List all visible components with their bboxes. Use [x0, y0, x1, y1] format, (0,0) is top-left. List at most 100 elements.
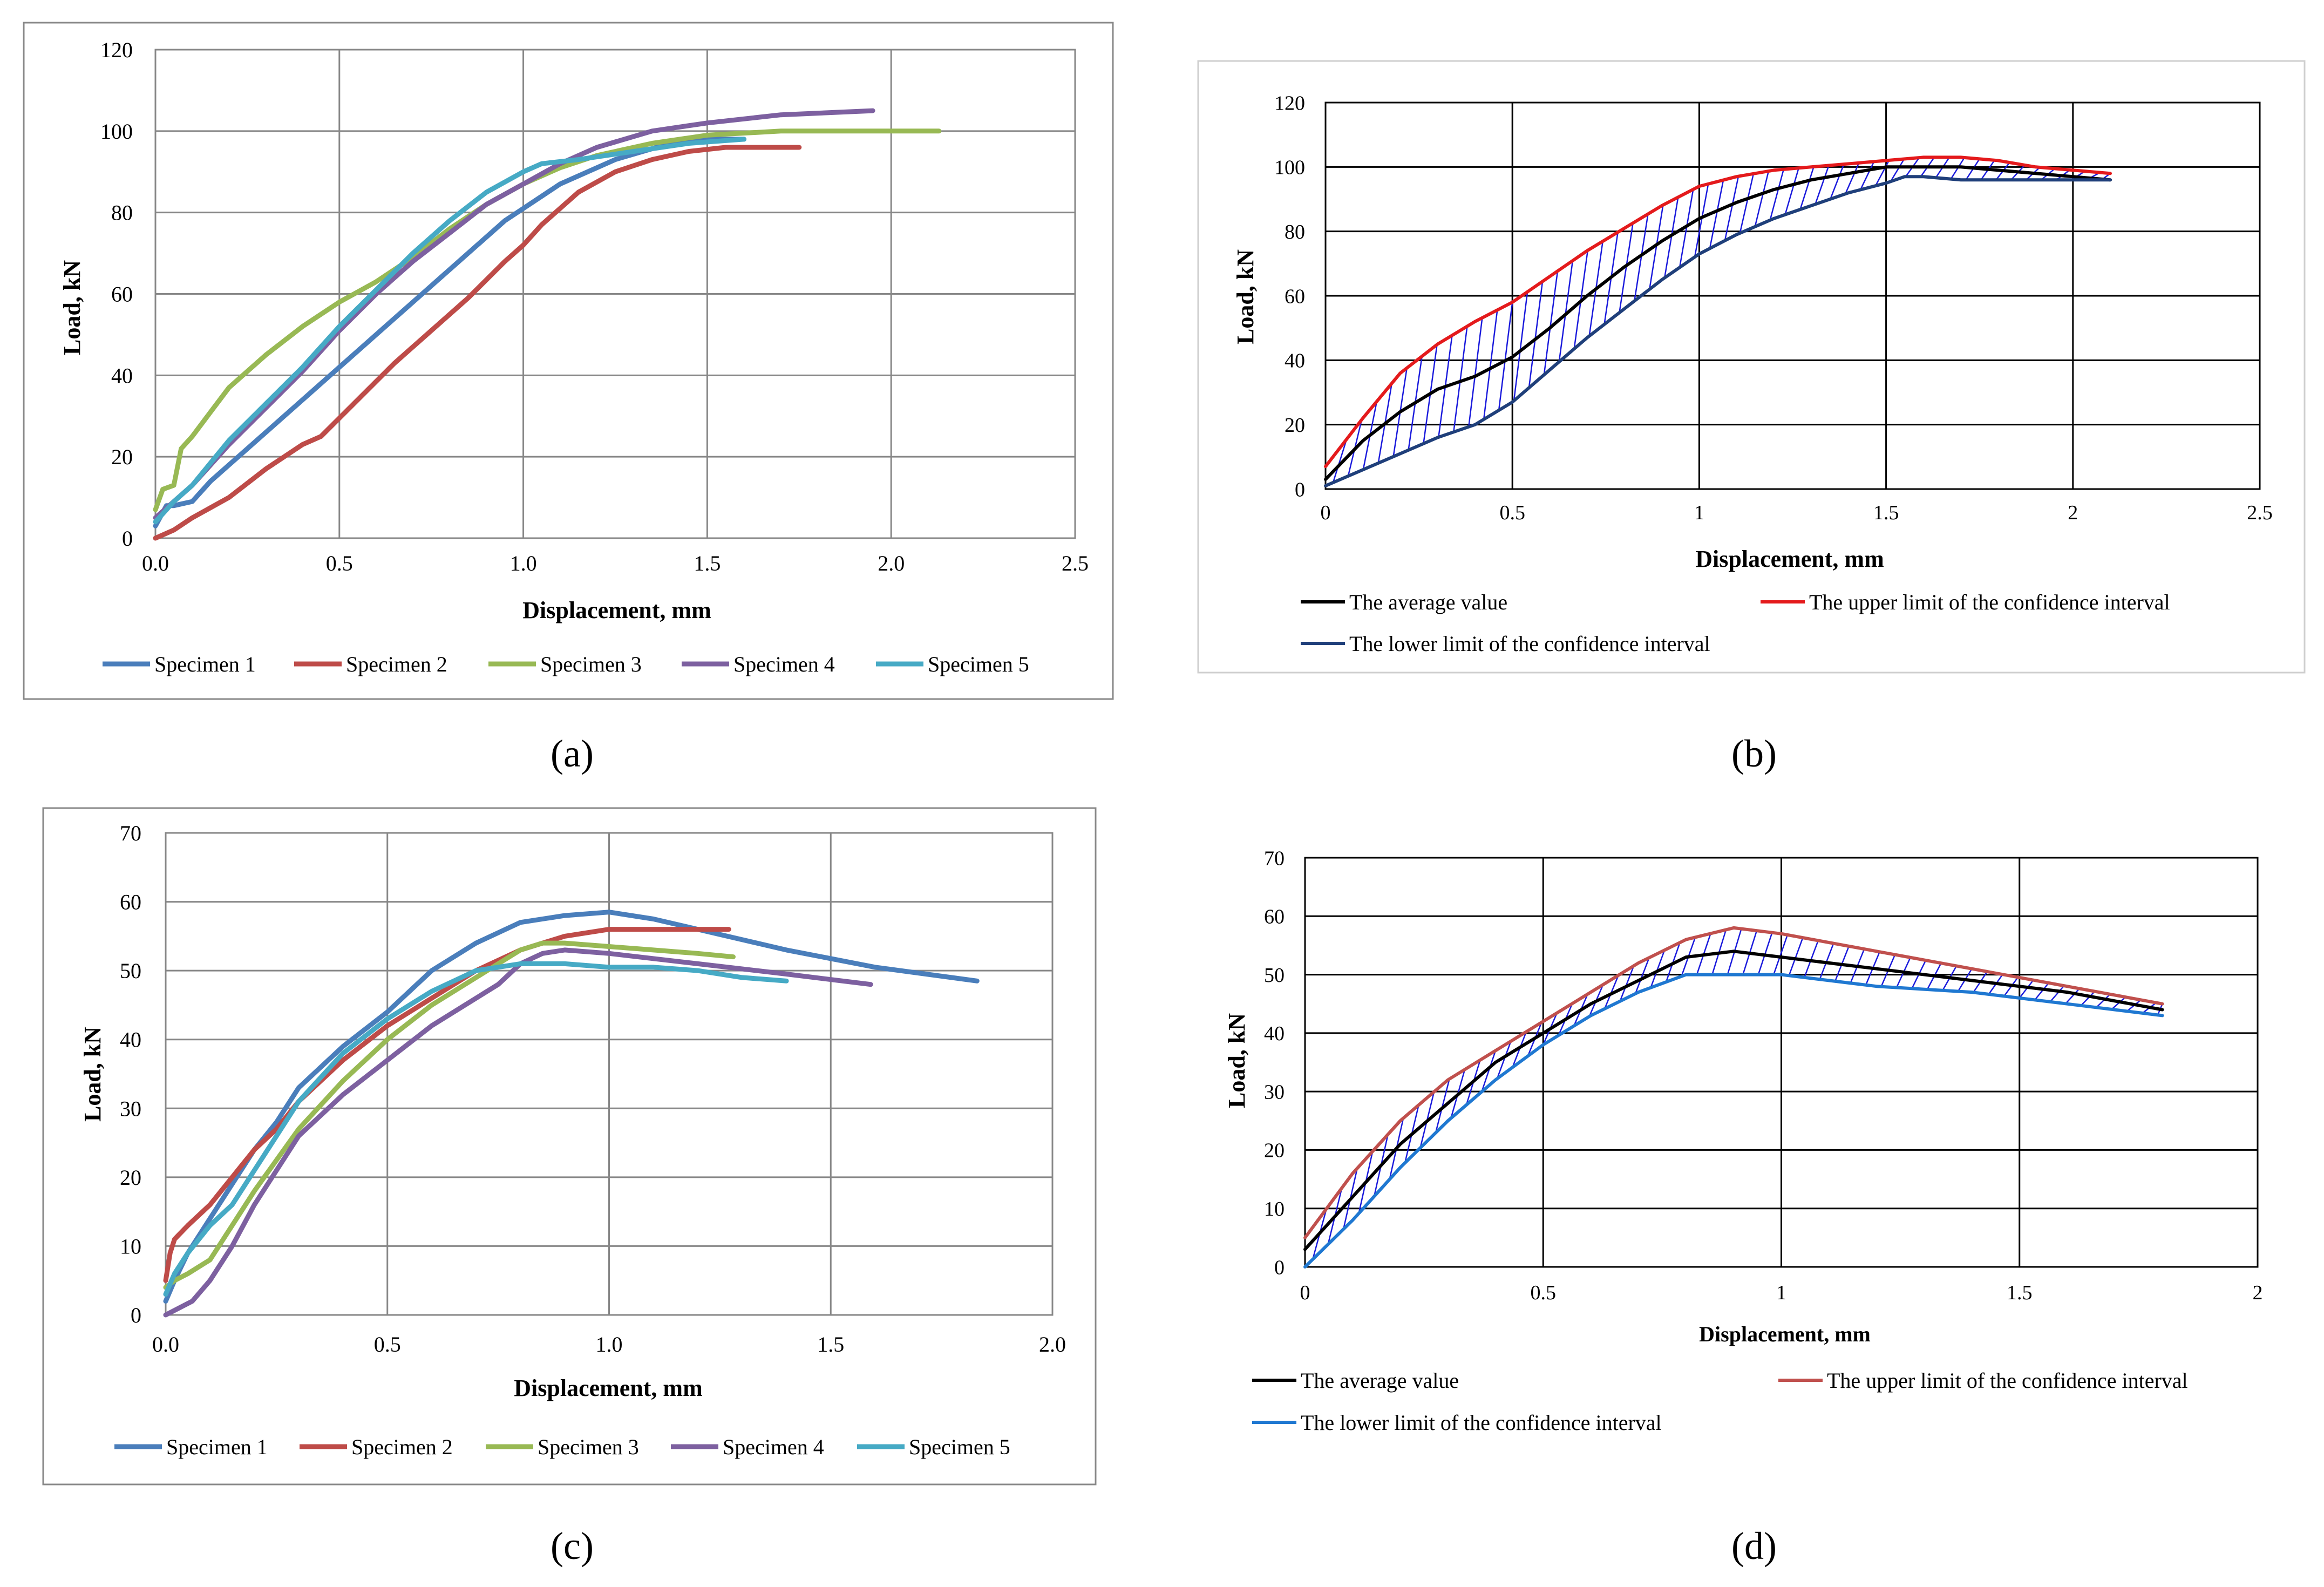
hatch-line — [1663, 197, 1679, 278]
series-line-2 — [1324, 155, 2112, 469]
y-tick-label: 20 — [1285, 414, 1305, 437]
series-line-2 — [163, 927, 731, 1283]
hatch-line — [2096, 993, 2111, 1008]
hatch-line — [1788, 937, 1804, 976]
x-tick-label: 0.5 — [1499, 501, 1525, 524]
hatch-line — [1804, 940, 1819, 978]
y-tick-label: 100 — [1274, 157, 1305, 179]
legend-label: Specimen 5 — [928, 652, 1029, 676]
x-tick-label: 2.0 — [1039, 1332, 1066, 1357]
chart-b: 0 0.5 1 1.5 2 2.5 0 20 40 60 80 100 120 Displacemen… — [1197, 60, 2306, 775]
y-tick-label: 50 — [120, 959, 141, 983]
hatch-line — [1784, 168, 1799, 215]
x-tick-label: 0.0 — [142, 551, 169, 575]
y-tick-label: 60 — [1285, 285, 1305, 308]
series-line-2 — [153, 145, 802, 541]
hatch-line — [1332, 439, 1348, 483]
hatch-line — [1558, 260, 1574, 362]
hatch-line — [1543, 271, 1559, 375]
legend-label: The upper limit of the confidence interv… — [1827, 1368, 2188, 1393]
hatch-line — [1773, 934, 1789, 975]
y-tick-label: 20 — [111, 445, 133, 469]
y-tick-label: 0 — [1274, 1256, 1285, 1279]
x-tick-label: 0.5 — [1531, 1281, 1557, 1304]
chart-a-x-ticks: 0.0 0.5 1.0 1.5 2.0 2.5 — [142, 551, 1089, 575]
hatch-line — [1619, 965, 1635, 1002]
series-line-5 — [163, 961, 789, 1297]
y-tick-label: 0 — [1295, 478, 1305, 501]
y-tick-label: 10 — [120, 1234, 141, 1258]
legend-label: The lower limit of the confidence interv… — [1301, 1410, 1662, 1435]
hatch-line — [1860, 161, 1875, 190]
y-tick-label: 20 — [1264, 1140, 1285, 1162]
hatch-line — [1498, 302, 1513, 411]
y-tick-label: 40 — [1264, 1022, 1285, 1045]
hatch-line — [1724, 176, 1739, 241]
y-tick-label: 120 — [1274, 92, 1305, 114]
chart-c-series — [163, 910, 980, 1318]
hatch-line — [1830, 164, 1845, 200]
x-tick-label: 2 — [2068, 501, 2078, 524]
x-tick-label: 1.5 — [694, 551, 721, 575]
series-line-1 — [1303, 950, 2164, 1251]
y-tick-label: 0 — [131, 1303, 141, 1327]
legend-label: The average value — [1349, 590, 1507, 614]
x-tick-label: 1.0 — [596, 1332, 623, 1357]
series-line-2 — [1303, 926, 2164, 1239]
legend-label: Specimen 1 — [166, 1435, 268, 1459]
chart-a-plot-area — [154, 49, 1076, 539]
hatch-line — [2034, 982, 2049, 1001]
hatch-line — [1845, 162, 1860, 194]
series-line-3 — [1324, 175, 2112, 487]
x-tick-label: 1.0 — [510, 551, 537, 575]
x-tick-label: 1.5 — [1873, 501, 1899, 524]
chart-c-y-ticks: 0 10 20 30 40 50 60 70 — [120, 821, 141, 1327]
x-tick-label: 1 — [1694, 501, 1704, 524]
y-tick-label: 60 — [111, 282, 133, 307]
hatch-line — [1481, 1050, 1497, 1092]
chart-c-x-ticks: 0.0 0.5 1.0 1.5 2.0 — [152, 1332, 1066, 1357]
y-tick-label: 30 — [120, 1096, 141, 1121]
x-tick-label: 1 — [1776, 1281, 1786, 1304]
y-tick-label: 40 — [1285, 350, 1305, 372]
chart-a-frame — [23, 22, 1114, 700]
chart-a-y-axis-label: Load, kN — [59, 260, 85, 355]
chart-a-legend: Specimen 1 Specimen 2 Specimen 3 Specimen 4… — [103, 652, 1029, 676]
hatch-line — [1694, 184, 1709, 257]
x-tick-label: 2 — [2253, 1281, 2263, 1304]
hatch-line — [1650, 950, 1666, 988]
x-tick-label: 2.0 — [878, 551, 905, 575]
chart-b-plot-area — [1324, 101, 2261, 490]
chart-a-y-ticks: 0 20 40 60 80 100 120 — [100, 38, 133, 551]
y-tick-label: 120 — [100, 38, 133, 62]
legend-label: The lower limit of the confidence interv… — [1349, 632, 1710, 656]
chart-b-frame — [1197, 60, 2306, 674]
legend-label: Specimen 4 — [733, 652, 835, 676]
hatch-line — [1496, 1041, 1512, 1079]
series-line-3 — [1303, 973, 2164, 1269]
chart-a-series — [153, 108, 942, 541]
series-line-5 — [153, 137, 747, 525]
x-tick-label: 0 — [1300, 1281, 1310, 1304]
x-tick-label: 1.5 — [2007, 1281, 2033, 1304]
panel-label-b: (b) — [1731, 732, 1777, 775]
legend-label: Specimen 2 — [346, 652, 447, 676]
legend-label: Specimen 3 — [540, 652, 642, 676]
hatch-line — [1619, 223, 1634, 313]
y-tick-label: 70 — [1264, 847, 1285, 870]
hatch-line — [1528, 281, 1544, 388]
x-tick-label: 2.5 — [2247, 501, 2273, 524]
chart-d-x-axis-label: Displacement, mm — [1699, 1322, 1871, 1346]
y-tick-label: 50 — [1264, 964, 1285, 987]
chart-d-x-ticks: 0 0.5 1 1.5 2 — [1300, 1281, 2263, 1304]
legend-label: The upper limit of the confidence interv… — [1809, 590, 2170, 614]
chart-b-x-ticks: 0 0.5 1 1.5 2 2.5 — [1321, 501, 2273, 524]
hatch-line — [1799, 166, 1815, 210]
legend-label: Specimen 5 — [909, 1435, 1010, 1459]
hatch-line — [1709, 180, 1724, 249]
x-tick-label: 1.5 — [817, 1332, 844, 1357]
series-line-3 — [163, 940, 736, 1290]
chart-d: 0 0.5 1 1.5 2 0 10 20 30 40 50 60 70 Displacement, … — [1224, 847, 2263, 1568]
